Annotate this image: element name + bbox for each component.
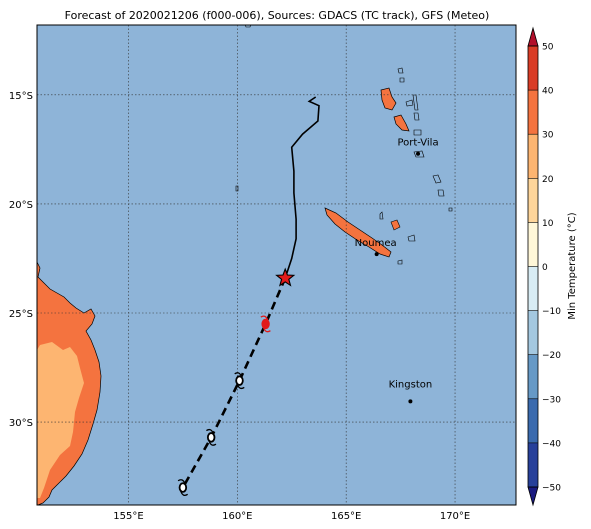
- lat-tick-label: 25°S: [9, 309, 33, 320]
- past-track-line: [284, 96, 320, 279]
- colorbar-tick-label: −10: [542, 307, 561, 317]
- colorbar-band: [528, 354, 538, 399]
- lon-tick-label: 165°E: [331, 511, 361, 522]
- low-pressure-icon: [206, 428, 217, 446]
- loyalty-island: [379, 211, 384, 220]
- vanuatu-island: [413, 112, 420, 121]
- place-labels: Port-Vila Noumea Kingston: [355, 138, 439, 404]
- lat-tick-label: 15°S: [9, 91, 33, 102]
- place-name-label: Noumea: [355, 238, 397, 249]
- colorbar-label: Min Temperature (°C): [567, 212, 578, 319]
- forecast-track-line: [181, 277, 287, 489]
- colorbar-tick-label: 10: [542, 219, 554, 229]
- city-dot-icon: [416, 151, 421, 156]
- colorbar-extend-max: [527, 26, 539, 47]
- vanuatu-island: [413, 150, 425, 158]
- isle-of-pines: [397, 259, 403, 265]
- colorbar-band: [528, 178, 538, 223]
- vanuatu-island: [393, 114, 410, 132]
- colorbar-bands: [527, 26, 539, 507]
- vanuatu-island: [432, 174, 442, 184]
- colorbar: 50 40 30 20 10 0 −10 −20 −30 −40 −50 Min Temperatu…: [527, 26, 578, 507]
- colorbar-band: [528, 266, 538, 311]
- latitude-tick-labels: 15°S 20°S 25°S 30°S: [9, 91, 33, 429]
- vanuatu-island: [405, 99, 414, 107]
- gridlines: [37, 25, 516, 505]
- lat-tick-label: 20°S: [9, 200, 33, 211]
- vanuatu-island: [413, 129, 422, 136]
- lon-tick-label: 170°E: [440, 511, 470, 522]
- longitude-tick-labels: 155°E 160°E 165°E 170°E: [113, 511, 470, 522]
- place-name-label: Kingston: [389, 379, 433, 390]
- map-panel: Port-Vila Noumea Kingston: [36, 24, 517, 506]
- colorbar-tick-label: 0: [542, 263, 548, 273]
- loyalty-island: [407, 234, 416, 242]
- low-pressure-icon: [234, 372, 245, 390]
- colorbar-tick-label: −50: [542, 484, 561, 494]
- vanuatu-island: [437, 189, 445, 197]
- city-dot-icon: [408, 399, 413, 404]
- colorbar-tick-label: 50: [542, 43, 554, 53]
- colorbar-tick-label: 20: [542, 175, 554, 185]
- australia-mild-region: [37, 342, 84, 498]
- colorbar-tick-label: −30: [542, 395, 561, 405]
- colorbar-band: [528, 310, 538, 355]
- colorbar-tick-label: 40: [542, 87, 554, 97]
- colorbar-tick-label: −20: [542, 351, 561, 361]
- colorbar-band: [528, 90, 538, 135]
- small-reef: [245, 25, 251, 28]
- colorbar-band: [528, 134, 538, 179]
- tropical-storm-icon: [260, 315, 271, 333]
- map-frame: [36, 24, 517, 506]
- colorbar-tick-labels: 50 40 30 20 10 0 −10 −20 −30 −40 −50: [542, 43, 561, 494]
- lon-tick-label: 160°E: [222, 511, 252, 522]
- ocean: [37, 25, 516, 505]
- map-title: Forecast of 2020021206 (f000-006), Sourc…: [65, 9, 490, 22]
- vanuatu-island: [380, 87, 397, 111]
- lat-tick-label: 30°S: [9, 418, 33, 429]
- colorbar-band: [528, 222, 538, 267]
- vanuatu-island: [397, 67, 404, 74]
- city-dot-icon: [374, 252, 379, 257]
- colorbar-extend-min: [527, 486, 539, 507]
- colorbar-tick-label: −40: [542, 439, 561, 449]
- vanuatu-island: [399, 77, 405, 83]
- cyclone-track: [181, 96, 320, 489]
- forecast-points: [177, 315, 271, 496]
- current-position-star-icon: [275, 267, 296, 287]
- place-name-label: Port-Vila: [397, 138, 438, 149]
- new-caledonia-island: [324, 207, 392, 258]
- lon-tick-label: 155°E: [113, 511, 143, 522]
- loyalty-island: [390, 219, 401, 231]
- colorbar-band: [528, 46, 538, 91]
- colorbar-tick-label: 30: [542, 131, 554, 141]
- vanuatu-island: [448, 207, 453, 212]
- colorbar-band: [528, 398, 538, 443]
- colorbar-band: [528, 442, 538, 487]
- low-pressure-icon: [177, 479, 189, 496]
